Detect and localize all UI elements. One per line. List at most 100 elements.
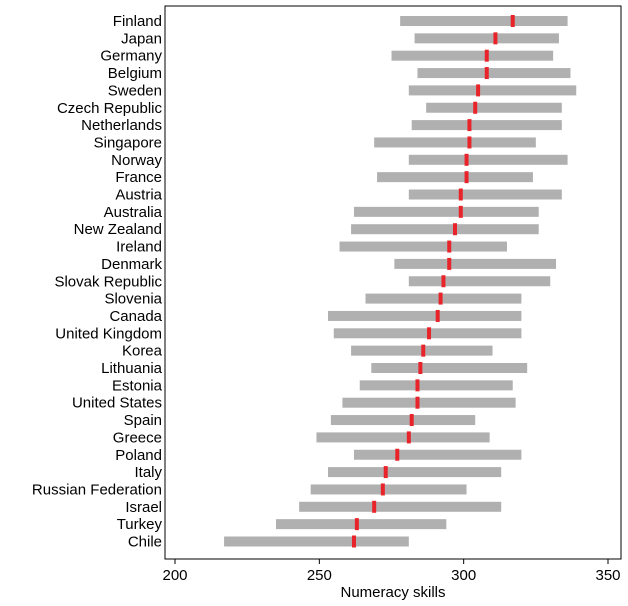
range-bar-canada — [327, 310, 522, 321]
range-bar-greece — [316, 432, 490, 443]
category-label-korea: Korea — [122, 343, 163, 360]
mean-marker-netherlands — [467, 119, 472, 132]
mean-marker-italy — [383, 466, 388, 479]
mean-marker-israel — [372, 500, 377, 513]
mean-marker-austria — [458, 188, 463, 201]
category-label-ireland: Ireland — [116, 239, 162, 256]
category-label-united-states: United States — [72, 395, 162, 412]
category-label-france: France — [115, 169, 162, 186]
category-label-united-kingdom: United Kingdom — [55, 325, 162, 342]
range-bar-new-zealand — [351, 224, 539, 235]
range-bar-czech-republic — [426, 102, 562, 113]
range-bar-japan — [414, 33, 559, 44]
range-bar-australia — [353, 206, 539, 217]
mean-marker-united-kingdom — [427, 327, 432, 340]
range-bar-slovak-republic — [408, 276, 551, 287]
mean-marker-poland — [395, 448, 400, 461]
range-bar-united-states — [342, 397, 516, 408]
mean-marker-czech-republic — [473, 101, 478, 114]
category-label-turkey: Turkey — [117, 516, 163, 533]
category-label-singapore: Singapore — [94, 134, 162, 151]
category-label-russian-federation: Russian Federation — [32, 481, 162, 498]
category-label-denmark: Denmark — [101, 256, 162, 273]
category-label-greece: Greece — [113, 429, 162, 446]
category-label-chile: Chile — [128, 534, 162, 551]
mean-marker-russian-federation — [380, 483, 385, 496]
range-bar-slovenia — [365, 293, 522, 304]
category-label-netherlands: Netherlands — [81, 117, 162, 134]
x-tick-label-300: 300 — [451, 567, 476, 584]
range-bar-netherlands — [411, 120, 562, 131]
mean-marker-greece — [406, 431, 411, 444]
category-label-czech-republic: Czech Republic — [57, 100, 163, 117]
range-bar-estonia — [359, 380, 513, 391]
range-bar-finland — [400, 16, 568, 26]
category-label-spain: Spain — [124, 412, 162, 429]
category-label-italy: Italy — [134, 464, 162, 481]
range-bar-ireland — [339, 241, 507, 252]
mean-marker-slovak-republic — [441, 275, 446, 288]
mean-marker-united-states — [415, 396, 420, 409]
category-label-new-zealand: New Zealand — [74, 221, 162, 238]
mean-markers — [351, 15, 515, 548]
category-label-slovenia: Slovenia — [104, 291, 162, 308]
mean-marker-slovenia — [438, 292, 443, 305]
range-bar-russian-federation — [310, 484, 467, 495]
mean-marker-belgium — [484, 67, 489, 80]
range-bar-norway — [408, 154, 568, 165]
category-label-poland: Poland — [115, 447, 162, 464]
mean-marker-finland — [510, 15, 515, 27]
mean-marker-denmark — [447, 257, 452, 270]
x-axis-title: Numeracy skills — [340, 584, 445, 601]
range-bar-chile — [224, 536, 409, 547]
range-bar-lithuania — [371, 363, 528, 373]
range-bar-israel — [299, 501, 502, 512]
range-bar-turkey — [276, 519, 447, 530]
category-label-finland: Finland — [113, 13, 162, 30]
mean-marker-japan — [493, 32, 498, 45]
x-axis-ticks: 200 250 300 350 — [162, 559, 621, 584]
mean-marker-ireland — [447, 240, 452, 253]
range-bar-germany — [391, 50, 554, 61]
category-label-norway: Norway — [111, 152, 162, 169]
category-label-canada: Canada — [109, 308, 162, 325]
category-label-israel: Israel — [125, 499, 162, 516]
mean-marker-germany — [484, 49, 489, 62]
mean-marker-norway — [464, 153, 469, 166]
mean-marker-korea — [421, 344, 426, 357]
x-tick-label-350: 350 — [595, 567, 620, 584]
category-label-sweden: Sweden — [108, 82, 162, 99]
x-tick-label-250: 250 — [307, 567, 332, 584]
range-bar-sweden — [408, 85, 577, 96]
mean-marker-new-zealand — [453, 223, 458, 236]
mean-marker-australia — [458, 205, 463, 218]
mean-marker-singapore — [467, 136, 472, 149]
range-bar-italy — [327, 467, 502, 478]
category-label-slovak-republic: Slovak Republic — [54, 273, 162, 290]
mean-marker-estonia — [415, 379, 420, 392]
mean-marker-sweden — [476, 84, 481, 97]
range-bar-belgium — [417, 68, 571, 79]
range-bars — [224, 16, 577, 547]
range-bar-poland — [353, 449, 522, 460]
category-label-austria: Austria — [115, 187, 162, 204]
range-bar-singapore — [374, 137, 536, 148]
range-bar-france — [377, 172, 533, 183]
range-bar-denmark — [394, 258, 557, 269]
plot-frame — [164, 5, 622, 560]
category-label-belgium: Belgium — [108, 65, 162, 82]
mean-marker-france — [464, 171, 469, 184]
category-label-japan: Japan — [121, 30, 162, 47]
mean-marker-chile — [351, 535, 356, 548]
range-bar-austria — [408, 189, 562, 200]
category-label-lithuania: Lithuania — [101, 360, 163, 377]
category-label-germany: Germany — [100, 48, 162, 65]
mean-marker-lithuania — [418, 362, 423, 374]
mean-marker-spain — [409, 414, 414, 427]
category-label-australia: Australia — [104, 204, 163, 221]
x-tick-label-200: 200 — [162, 567, 187, 584]
category-label-estonia: Estonia — [112, 377, 163, 394]
mean-marker-canada — [435, 309, 440, 322]
